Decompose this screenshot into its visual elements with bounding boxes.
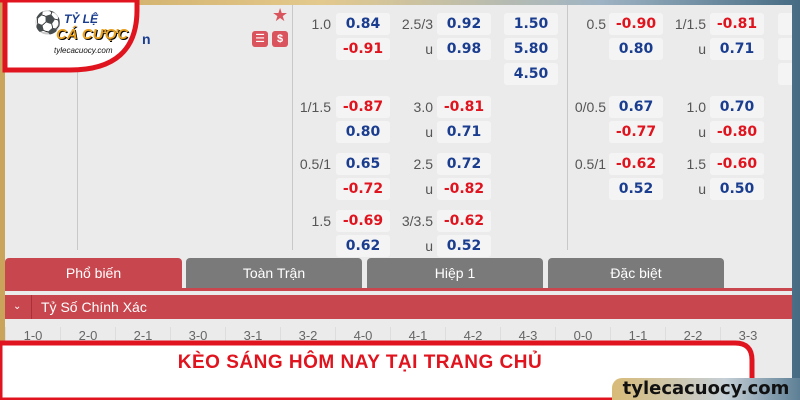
- odds-cell[interactable]: -0.90: [609, 13, 663, 35]
- tab-0[interactable]: Phổ biến: [5, 258, 182, 291]
- odds-cell[interactable]: 0.65: [336, 153, 390, 175]
- handicap-label: 1.0: [686, 99, 706, 115]
- 1x2-odds-cell[interactable]: 4.50: [504, 63, 558, 85]
- odds-cell[interactable]: -0.62: [437, 210, 491, 232]
- soccer-ball-icon: ⚽: [34, 10, 62, 35]
- odds-cell[interactable]: 0.98: [437, 38, 491, 60]
- handicap-label: 1/1.5: [299, 99, 331, 115]
- odds-cell[interactable]: 0.52: [609, 178, 663, 200]
- logo-frame: [0, 0, 140, 73]
- handicap-label: 0.5/1: [299, 156, 331, 172]
- odds-cell[interactable]: 0.62: [336, 235, 390, 257]
- odds-cell[interactable]: -0.82: [437, 178, 491, 200]
- team-name[interactable]: n: [142, 31, 151, 47]
- star-icon[interactable]: ★: [272, 5, 289, 25]
- handicap-label: 2.5: [413, 156, 433, 172]
- odds-cell[interactable]: 0.80: [336, 121, 390, 143]
- dollar-icon[interactable]: $: [272, 31, 288, 47]
- 1x2-odds-cell[interactable]: 5.80: [504, 38, 558, 60]
- under-label: u: [425, 41, 433, 57]
- handicap-label: 3.0: [413, 99, 433, 115]
- tab-3[interactable]: Đặc biệt: [548, 258, 724, 288]
- handicap-label: 1/1.5: [674, 16, 706, 32]
- handicap-label: 0/0.5: [574, 99, 606, 115]
- score-cell[interactable]: 2-0: [60, 327, 115, 345]
- odds-page: ★ ☰ $ n 1.0 0.84 -0.91 2.5/3 0.92 u 0.98 0.5 -0.…: [5, 5, 792, 400]
- tab-1[interactable]: Toàn Trận: [186, 258, 362, 288]
- odds-cell[interactable]: -0.69: [336, 210, 390, 232]
- under-label: u: [698, 41, 706, 57]
- odds-cell[interactable]: 0.71: [437, 121, 491, 143]
- score-cell[interactable]: 2-1: [115, 327, 170, 345]
- score-cell[interactable]: 4-0: [335, 327, 390, 345]
- handicap-label: 3/3.5: [401, 213, 433, 229]
- score-cell[interactable]: 2-2: [665, 327, 720, 345]
- handicap-label: 1.0: [311, 16, 331, 32]
- under-label: u: [425, 238, 433, 254]
- score-cell[interactable]: 4-3: [500, 327, 555, 345]
- section-header[interactable]: ⌄ Tỷ Số Chính Xác: [5, 295, 792, 319]
- score-cell[interactable]: 3-0: [170, 327, 225, 345]
- chevron-down-icon[interactable]: ⌄: [13, 301, 22, 312]
- handicap-label: 0.5/1: [574, 156, 606, 172]
- divider: [567, 5, 568, 250]
- score-cell[interactable]: 1-1: [610, 327, 665, 345]
- handicap-label: 1.5: [311, 213, 331, 229]
- odds-cell[interactable]: 0.52: [437, 235, 491, 257]
- odds-cell[interactable]: -0.62: [609, 153, 663, 175]
- odds-cell[interactable]: -0.81: [437, 96, 491, 118]
- score-cell[interactable]: 1-0: [5, 327, 60, 345]
- under-label: u: [425, 124, 433, 140]
- odds-cell[interactable]: 0.80: [609, 38, 663, 60]
- 1x2-odds-cell[interactable]: 1.50: [504, 13, 558, 35]
- odds-cell[interactable]: [778, 63, 792, 85]
- under-label: u: [698, 181, 706, 197]
- odds-cell[interactable]: 0.70: [710, 96, 764, 118]
- odds-cell[interactable]: -0.91: [336, 38, 390, 60]
- odds-cell[interactable]: -0.81: [710, 13, 764, 35]
- tab-bar-line: [5, 288, 792, 291]
- odds-cell[interactable]: -0.87: [336, 96, 390, 118]
- score-cell[interactable]: 3-3: [720, 327, 775, 345]
- handicap-label: 0.5: [586, 16, 606, 32]
- odds-cell[interactable]: [778, 38, 792, 60]
- logo: ⚽ TỶ LỆ CÁ CƯỢC tylecacuocy.com: [34, 10, 129, 55]
- banner-title: KÈO SÁNG HÔM NAY TẠI TRANG CHỦ: [177, 352, 543, 373]
- odds-cell[interactable]: [778, 13, 792, 35]
- odds-cell[interactable]: -0.77: [609, 121, 663, 143]
- odds-cell[interactable]: 0.72: [437, 153, 491, 175]
- tab-2[interactable]: Hiệp 1: [367, 258, 543, 288]
- divider: [292, 5, 293, 250]
- odds-cell[interactable]: 0.92: [437, 13, 491, 35]
- odds-cell[interactable]: -0.72: [336, 178, 390, 200]
- score-cell[interactable]: 4-1: [390, 327, 445, 345]
- odds-cell[interactable]: -0.60: [710, 153, 764, 175]
- stats-icon[interactable]: ☰: [252, 31, 268, 47]
- score-cell[interactable]: 3-1: [225, 327, 280, 345]
- divider: [77, 5, 78, 250]
- score-cell[interactable]: 3-2: [280, 327, 335, 345]
- odds-cell[interactable]: 0.84: [336, 13, 390, 35]
- odds-cell[interactable]: 0.50: [710, 178, 764, 200]
- odds-cell[interactable]: 0.71: [710, 38, 764, 60]
- domain-badge: tylecacuocy.com: [612, 378, 800, 400]
- odds-cell[interactable]: 0.67: [609, 96, 663, 118]
- score-cell[interactable]: 0-0: [555, 327, 610, 345]
- under-label: u: [698, 124, 706, 140]
- odds-cell[interactable]: -0.80: [710, 121, 764, 143]
- section-title: Tỷ Số Chính Xác: [41, 299, 147, 315]
- score-cell[interactable]: 4-2: [445, 327, 500, 345]
- handicap-label: 2.5/3: [401, 16, 433, 32]
- handicap-label: 1.5: [686, 156, 706, 172]
- under-label: u: [425, 181, 433, 197]
